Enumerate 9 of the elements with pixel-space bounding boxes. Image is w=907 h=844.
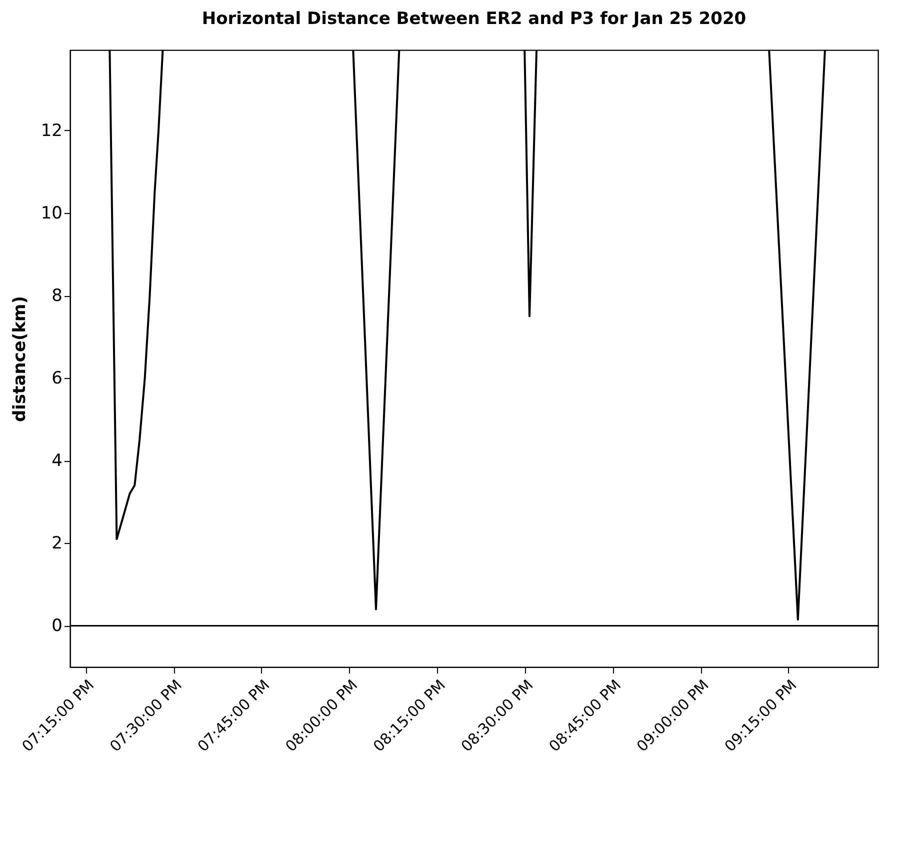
y-tick-label: 4 (52, 451, 62, 472)
y-tick-label: 12 (40, 120, 62, 141)
y-tick-label: 6 (52, 368, 62, 389)
y-axis-title: distance(km) (10, 296, 30, 422)
y-tick-label: 10 (40, 204, 62, 224)
chart-title: Horizontal Distance Between ER2 and P3 for Jan 25 2020 (202, 9, 746, 29)
y-tick-label: 0 (52, 616, 62, 636)
y-tick-label: 2 (52, 534, 62, 554)
y-tick-label: 8 (52, 286, 62, 306)
